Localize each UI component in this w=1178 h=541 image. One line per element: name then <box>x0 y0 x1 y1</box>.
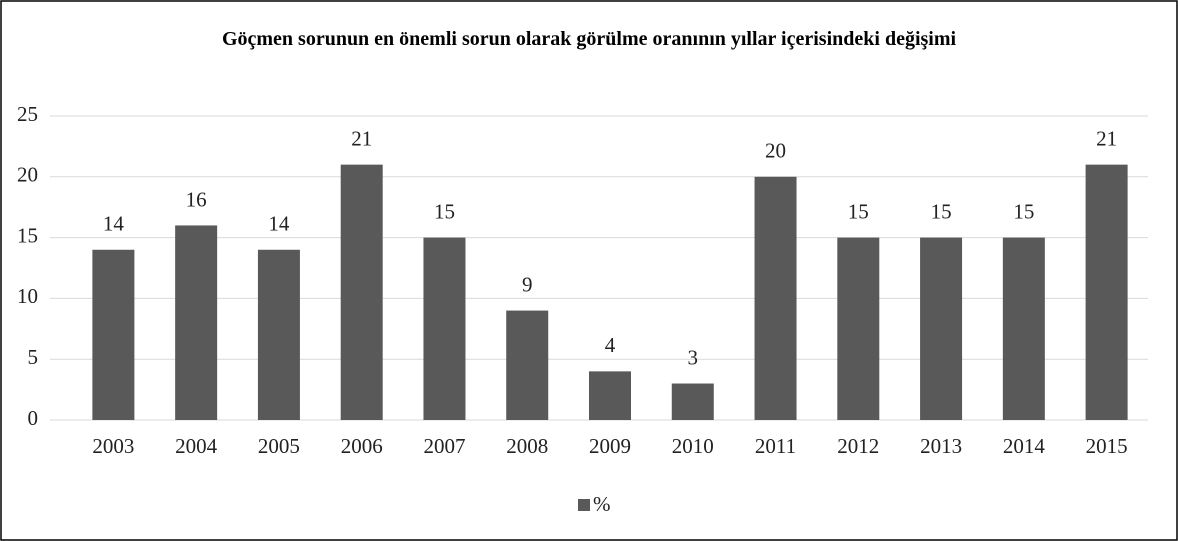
bar <box>340 164 383 420</box>
x-tick-label: 2007 <box>423 434 465 458</box>
bar <box>837 237 880 420</box>
data-label: 16 <box>186 187 207 211</box>
bar <box>92 249 135 420</box>
x-tick-label: 2003 <box>92 434 134 458</box>
data-label: 15 <box>1013 199 1034 223</box>
data-label: 15 <box>848 199 869 223</box>
data-label: 3 <box>688 345 699 369</box>
data-label: 14 <box>268 212 290 236</box>
data-label: 9 <box>522 272 533 296</box>
y-tick-label: 10 <box>17 284 38 308</box>
data-label: 21 <box>351 126 372 150</box>
x-tick-label: 2014 <box>1003 434 1046 458</box>
x-tick-label: 2013 <box>920 434 962 458</box>
y-tick-label: 0 <box>28 406 39 430</box>
legend-label: % <box>593 492 611 516</box>
x-tick-label: 2004 <box>175 434 218 458</box>
bar <box>175 225 218 420</box>
x-tick-label: 2011 <box>755 434 796 458</box>
bar <box>589 371 631 420</box>
legend-swatch <box>578 499 590 511</box>
y-tick-label: 5 <box>28 345 39 369</box>
x-tick-label: 2009 <box>589 434 631 458</box>
x-tick-label: 2006 <box>341 434 383 458</box>
bar <box>423 237 466 420</box>
y-tick-label: 15 <box>17 223 38 247</box>
data-label: 21 <box>1096 126 1117 150</box>
chart-title: Göçmen sorunun en önemli sorun olarak gö… <box>221 28 957 50</box>
data-label: 14 <box>103 212 125 236</box>
data-label: 15 <box>434 199 455 223</box>
data-label: 15 <box>931 199 952 223</box>
bar <box>1085 164 1128 420</box>
bar <box>1002 237 1045 420</box>
x-tick-label: 2012 <box>837 434 879 458</box>
bar <box>754 176 797 420</box>
bar <box>920 237 963 420</box>
x-tick-label: 2010 <box>672 434 714 458</box>
bar <box>257 249 300 420</box>
bar <box>671 383 714 420</box>
x-tick-label: 2008 <box>506 434 548 458</box>
data-label: 20 <box>765 139 786 163</box>
x-tick-label: 2015 <box>1086 434 1128 458</box>
data-label: 4 <box>605 333 616 357</box>
x-tick-label: 2005 <box>258 434 300 458</box>
y-tick-label: 20 <box>17 163 38 187</box>
bar <box>506 310 549 420</box>
y-tick-label: 25 <box>17 102 38 126</box>
